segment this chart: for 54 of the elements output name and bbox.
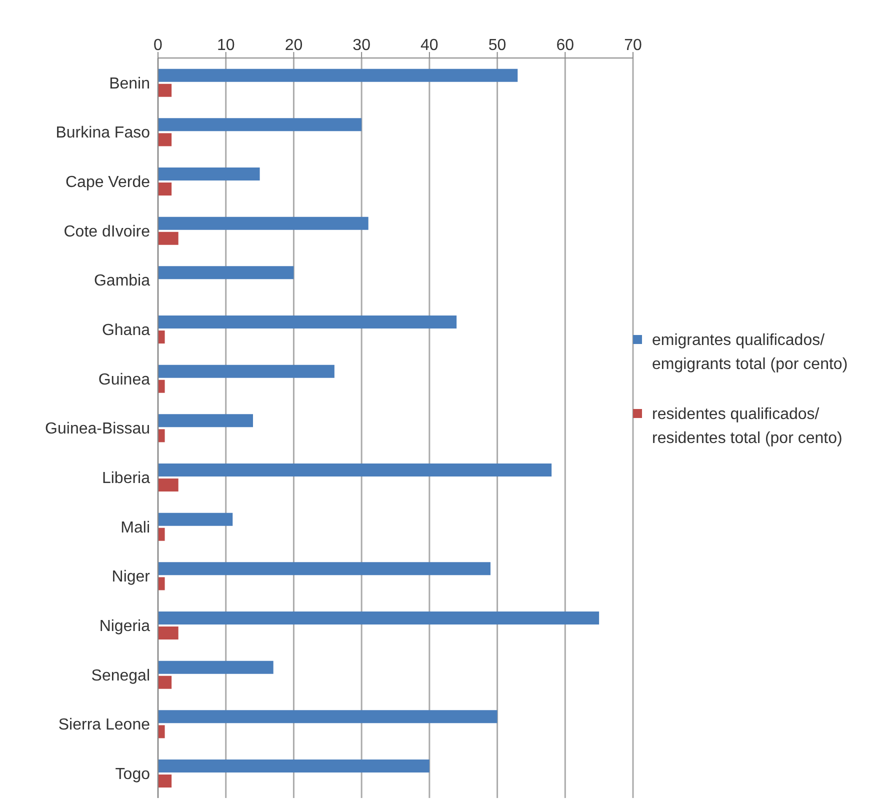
x-tick-label: 40 (420, 37, 438, 54)
y-tick-label: Ghana (102, 322, 150, 340)
x-tick-label: 30 (352, 37, 371, 54)
bar (158, 725, 165, 738)
y-tick-label: Nigeria (99, 618, 150, 636)
bar (158, 414, 253, 428)
bar (158, 168, 260, 181)
bar (158, 118, 362, 132)
bar (158, 429, 165, 442)
bar (158, 710, 498, 724)
y-tick-label: Burkina Faso (56, 124, 150, 142)
y-tick-label: Cote dIvoire (64, 223, 150, 240)
y-tick-label: Mali (120, 519, 150, 536)
bar (158, 68, 518, 82)
bar (158, 760, 430, 773)
x-tick-label: 70 (624, 37, 642, 54)
legend-label: residentes qualificados/ residentes total (por cento) (652, 405, 844, 449)
x-tick-label: 50 (488, 37, 506, 54)
legend-label: emigrantes qualificados/ emgigrants total (por cento) (652, 331, 849, 375)
x-tick-label: 20 (284, 37, 303, 54)
x-tick-label: 0 (154, 37, 163, 54)
bar (158, 512, 233, 526)
bar (158, 364, 334, 378)
y-tick-label: Senegal (91, 667, 150, 684)
bar (158, 577, 165, 590)
bar (158, 330, 165, 344)
bar (158, 626, 178, 640)
bar (158, 464, 552, 477)
y-tick-label: Benin (109, 75, 150, 92)
bar (158, 266, 294, 280)
y-tick-label: Guinea (98, 371, 150, 388)
bar (158, 182, 172, 196)
x-tick-label: 60 (556, 37, 574, 54)
y-tick-label: Niger (112, 568, 151, 586)
y-tick-label: Guinea-Bissau (45, 420, 150, 438)
bar (158, 84, 172, 97)
y-tick-label: Gambia (94, 272, 150, 290)
bar (158, 380, 165, 393)
bar (158, 612, 600, 625)
bar (158, 528, 165, 541)
y-tick-label: Cape Verde (65, 174, 150, 192)
bar (158, 478, 178, 492)
y-tick-label: Liberia (102, 470, 150, 488)
bar (158, 676, 172, 689)
bar (158, 232, 178, 245)
bar (158, 660, 274, 674)
bar (158, 774, 172, 788)
x-tick-label: 10 (216, 37, 235, 54)
y-tick-label: Togo (115, 766, 150, 784)
y-tick-label: Sierra Leone (58, 716, 150, 734)
bar (158, 216, 368, 230)
bar (158, 316, 457, 329)
bar (158, 562, 490, 576)
bar (158, 133, 172, 146)
